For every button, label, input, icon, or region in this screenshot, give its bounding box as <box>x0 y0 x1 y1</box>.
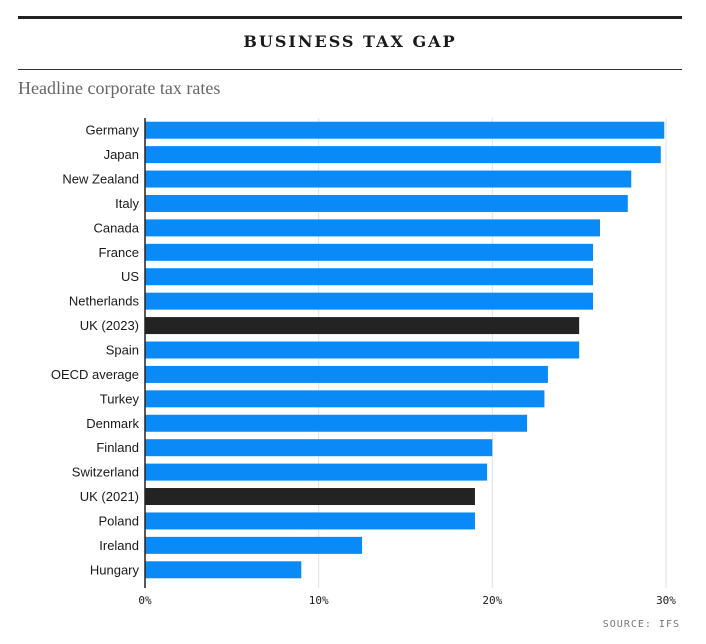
x-tick-label: 20% <box>482 594 502 607</box>
category-label: Denmark <box>86 416 139 431</box>
bar <box>145 536 363 554</box>
category-label: Canada <box>93 220 139 235</box>
category-label: Italy <box>115 196 139 211</box>
bar <box>145 268 594 286</box>
bar <box>145 292 594 310</box>
category-label: Turkey <box>100 391 140 406</box>
bar <box>145 170 632 188</box>
category-label: UK (2021) <box>80 489 139 504</box>
x-tick-label: 30% <box>656 594 676 607</box>
category-label: France <box>99 245 139 260</box>
category-label: Poland <box>99 513 139 528</box>
x-tick-label: 10% <box>309 594 329 607</box>
chart-title: BUSINESS TAX GAP <box>243 32 457 51</box>
bar <box>145 463 488 481</box>
bar <box>145 561 302 579</box>
category-label: Japan <box>104 147 139 162</box>
category-label: OECD average <box>51 367 139 382</box>
category-label: Hungary <box>90 562 140 577</box>
category-label: UK (2023) <box>80 318 139 333</box>
chart-subtitle: Headline corporate tax rates <box>18 78 221 98</box>
category-label: New Zealand <box>62 172 139 187</box>
category-label: Finland <box>96 440 139 455</box>
bar <box>145 121 665 139</box>
bar <box>145 414 528 432</box>
bar <box>145 390 545 408</box>
category-label: Germany <box>86 123 140 138</box>
category-label: Netherlands <box>69 294 140 309</box>
bar <box>145 341 580 359</box>
bar <box>145 219 601 237</box>
bar <box>145 146 661 164</box>
bar <box>145 317 580 335</box>
category-label: Spain <box>106 343 139 358</box>
category-label: Ireland <box>99 538 139 553</box>
bar <box>145 194 628 212</box>
x-tick-label: 0% <box>138 594 152 607</box>
source-note: SOURCE: IFS <box>602 619 680 630</box>
category-label: Switzerland <box>72 465 139 480</box>
chart-container: BUSINESS TAX GAP Headline corporate tax … <box>18 16 682 99</box>
bar <box>145 488 475 506</box>
bar <box>145 512 475 530</box>
bar <box>145 365 548 383</box>
top-rule <box>18 16 682 19</box>
bar <box>145 243 594 261</box>
category-label: US <box>121 269 139 284</box>
title-divider <box>18 69 682 70</box>
bar <box>145 439 493 457</box>
